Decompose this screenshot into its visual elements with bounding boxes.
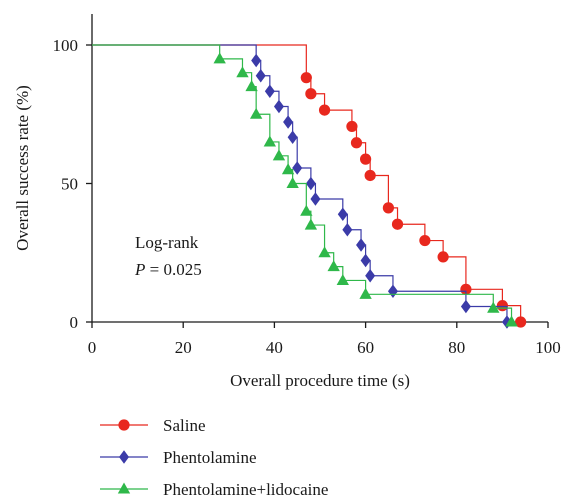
marker-phentolamine <box>461 300 471 314</box>
marker-phentolamine <box>356 238 366 252</box>
series-layer <box>92 45 526 329</box>
legend-marker-saline <box>118 419 129 430</box>
p-value-text: = 0.025 <box>145 260 201 279</box>
x-tick-label: 60 <box>357 338 374 357</box>
x-tick-label: 40 <box>266 338 283 357</box>
x-axis-ticks: 0 20 40 60 80 100 <box>88 322 561 357</box>
legend-item-saline: Saline <box>100 416 206 435</box>
marker-phentolamine <box>265 84 275 98</box>
marker-phentolamine <box>388 284 398 298</box>
marker-phentolamine-lidocaine <box>214 52 226 63</box>
marker-phentolamine-lidocaine <box>282 163 294 174</box>
x-tick-label: 20 <box>175 338 192 357</box>
legend-item-phentolamine: Phentolamine <box>100 448 256 467</box>
series-phentolamine-lidocaine <box>92 45 518 327</box>
marker-phentolamine <box>338 207 348 221</box>
marker-saline <box>419 235 430 246</box>
marker-phentolamine <box>274 100 284 114</box>
marker-saline <box>346 121 357 132</box>
y-axis-ticks: 0 50 100 <box>53 36 93 332</box>
marker-phentolamine <box>251 54 261 68</box>
x-axis-label: Overall procedure time (s) <box>230 371 410 390</box>
marker-phentolamine-lidocaine <box>250 108 262 119</box>
legend-label-phentolamine: Phentolamine <box>163 448 256 467</box>
marker-phentolamine <box>292 161 302 175</box>
marker-saline <box>351 137 362 148</box>
marker-saline <box>365 170 376 181</box>
x-tick-label: 0 <box>88 338 97 357</box>
annotation-line1: Log-rank <box>135 233 199 252</box>
marker-saline <box>392 219 403 230</box>
marker-phentolamine <box>306 177 316 191</box>
marker-phentolamine <box>361 254 371 268</box>
legend-label-saline: Saline <box>163 416 206 435</box>
log-rank-annotation: Log-rank P = 0.025 <box>134 233 202 279</box>
legend-label-phentolamine-lidocaine: Phentolamine+lidocaine <box>163 480 328 495</box>
p-symbol: P <box>134 260 145 279</box>
legend: Saline Phentolamine Phentolamine+lidocaine <box>100 416 328 495</box>
marker-phentolamine <box>256 69 266 83</box>
marker-saline <box>301 72 312 83</box>
marker-phentolamine <box>342 223 352 237</box>
y-axis-label: Overall success rate (%) <box>13 85 32 251</box>
legend-marker-phentolamine <box>119 450 129 464</box>
marker-phentolamine <box>365 269 375 283</box>
y-tick-label: 50 <box>61 175 78 194</box>
marker-saline <box>438 251 449 262</box>
annotation-p-value: P = 0.025 <box>134 260 202 279</box>
marker-saline <box>360 154 371 165</box>
marker-saline <box>305 88 316 99</box>
marker-phentolamine-lidocaine <box>245 80 257 91</box>
marker-phentolamine-lidocaine <box>273 149 285 160</box>
marker-phentolamine-lidocaine <box>359 288 371 299</box>
marker-saline <box>319 104 330 115</box>
y-tick-label: 100 <box>53 36 79 55</box>
series-phentolamine <box>92 45 512 329</box>
legend-marker-phentolamine-lidocaine <box>118 483 130 494</box>
marker-phentolamine-lidocaine <box>318 246 330 257</box>
marker-phentolamine <box>288 130 298 144</box>
marker-phentolamine-lidocaine <box>236 66 248 77</box>
x-tick-label: 80 <box>448 338 465 357</box>
marker-phentolamine <box>283 115 293 129</box>
marker-phentolamine-lidocaine <box>286 177 298 188</box>
marker-phentolamine-lidocaine <box>305 219 317 230</box>
marker-phentolamine-lidocaine <box>337 274 349 285</box>
y-tick-label: 0 <box>70 313 79 332</box>
legend-item-phentolamine-lidocaine: Phentolamine+lidocaine <box>100 480 328 495</box>
marker-saline <box>383 202 394 213</box>
marker-phentolamine-lidocaine <box>264 135 276 146</box>
marker-phentolamine-lidocaine <box>328 260 340 271</box>
marker-phentolamine-lidocaine <box>300 205 312 216</box>
marker-saline <box>497 300 508 311</box>
curve-phentolamine-lidocaine <box>92 45 512 322</box>
marker-phentolamine <box>310 192 320 206</box>
x-tick-label: 100 <box>535 338 561 357</box>
